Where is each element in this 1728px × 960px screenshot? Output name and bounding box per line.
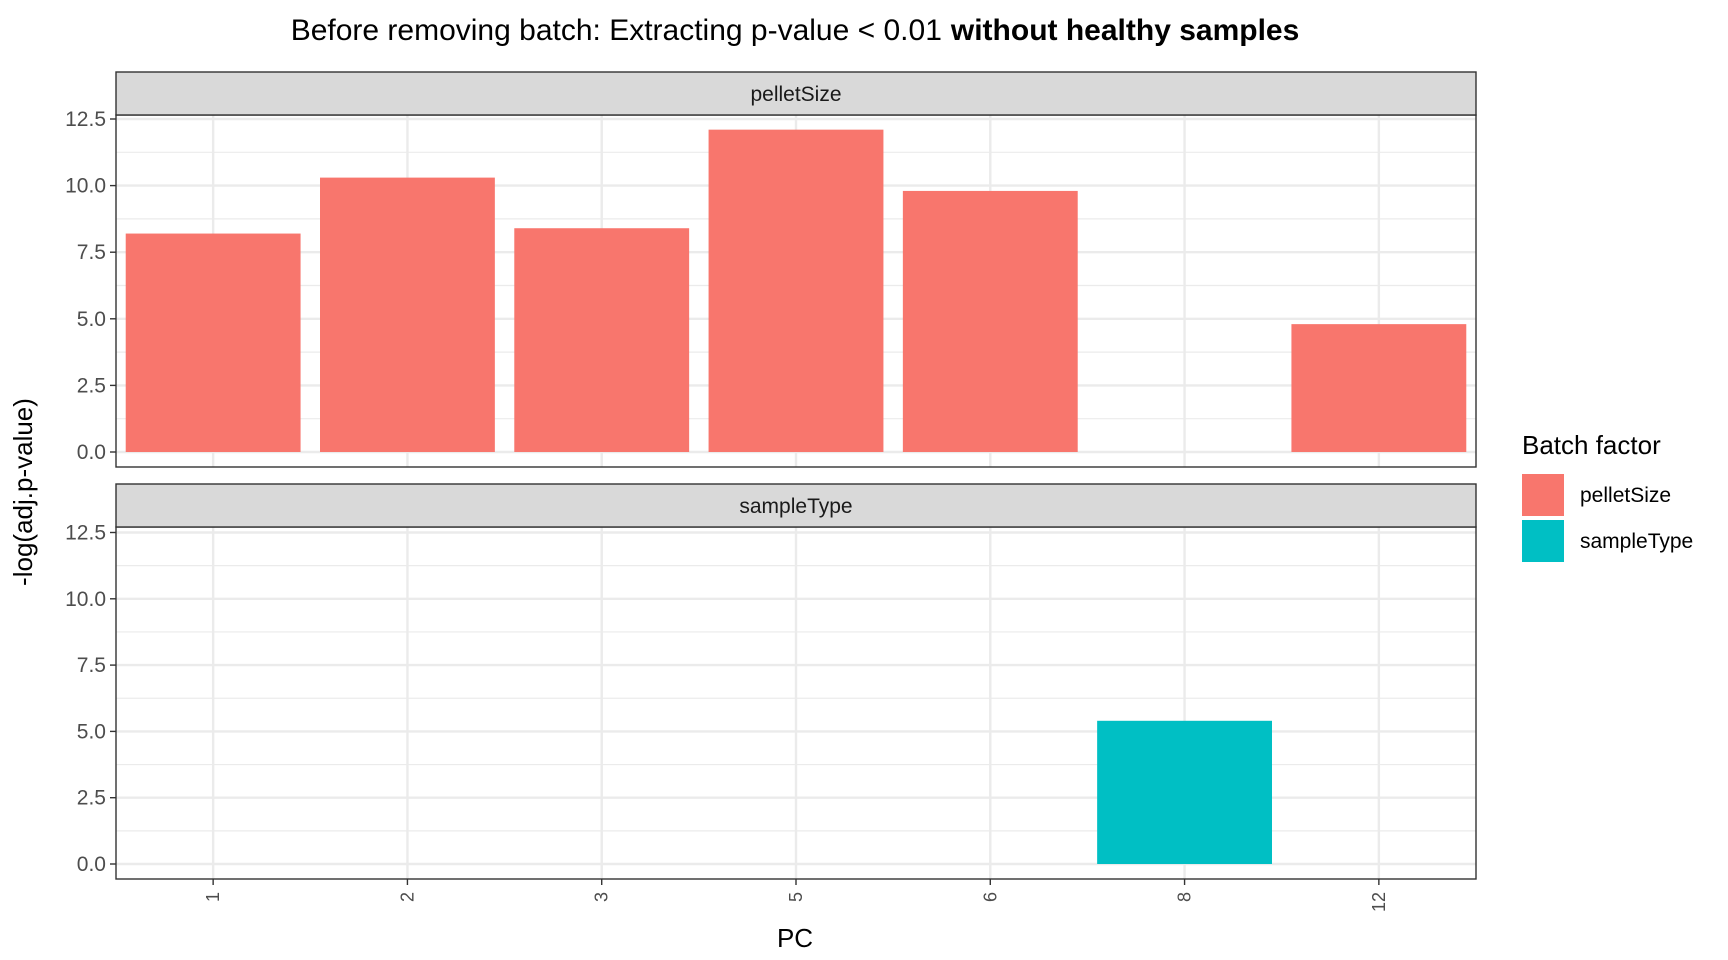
y-tick-label: 7.5 — [77, 654, 106, 677]
bar — [708, 129, 884, 452]
bar — [514, 228, 690, 452]
y-tick-label: 0.0 — [77, 441, 106, 464]
x-tick-label: 8 — [1175, 892, 1195, 902]
y-tick-label: 5.0 — [77, 308, 106, 331]
legend-label: pelletSize — [1580, 484, 1671, 507]
bar — [1097, 720, 1272, 864]
facet-strip — [115, 71, 1477, 116]
bar — [1291, 324, 1467, 452]
y-tick-label: 10.0 — [65, 175, 106, 198]
x-tick-label: 5 — [786, 892, 806, 902]
legend: Batch factor pelletSize sampleType — [1522, 430, 1693, 562]
x-tick-label: 12 — [1369, 892, 1389, 912]
legend-key — [1522, 520, 1564, 562]
chart-title-bold: without healthy samples — [950, 14, 1299, 47]
x-tick-label: 1 — [203, 892, 223, 902]
facet-panels: pelletSize0.02.55.07.510.012.5sampleType… — [65, 71, 1477, 912]
legend-key — [1522, 474, 1564, 516]
y-tick-label: 12.5 — [65, 522, 106, 545]
chart-title: Before removing batch: Extracting p-valu… — [291, 14, 1300, 47]
facet-strip — [115, 483, 1477, 528]
y-tick-label: 7.5 — [77, 241, 106, 264]
legend-title: Batch factor — [1522, 430, 1661, 460]
y-tick-label: 0.0 — [77, 853, 106, 876]
bar — [902, 190, 1078, 453]
y-tick-label: 12.5 — [65, 108, 106, 131]
bar — [320, 177, 495, 452]
facet-panel: pelletSize 0.0 2.5 5.0 7.5 10.0 12.5 — [65, 71, 1477, 468]
bar — [125, 233, 301, 452]
x-axis-title: PC — [777, 923, 813, 953]
facet-strip-label: pelletSize — [750, 83, 841, 106]
y-tick-label: 10.0 — [65, 588, 106, 611]
y-axis-title: -log(adj.p-value) — [8, 398, 38, 586]
y-tick-label: 2.5 — [77, 374, 106, 397]
x-tick-label: 2 — [397, 892, 417, 902]
x-tick-label: 6 — [980, 892, 1000, 902]
legend-label: sampleType — [1580, 530, 1693, 553]
chart-title-normal: Before removing batch: Extracting p-valu… — [291, 14, 942, 47]
y-tick-label: 2.5 — [77, 787, 106, 810]
facet-strip-label: sampleType — [739, 495, 852, 518]
y-tick-label: 5.0 — [77, 720, 106, 743]
x-tick-label: 3 — [592, 892, 612, 902]
